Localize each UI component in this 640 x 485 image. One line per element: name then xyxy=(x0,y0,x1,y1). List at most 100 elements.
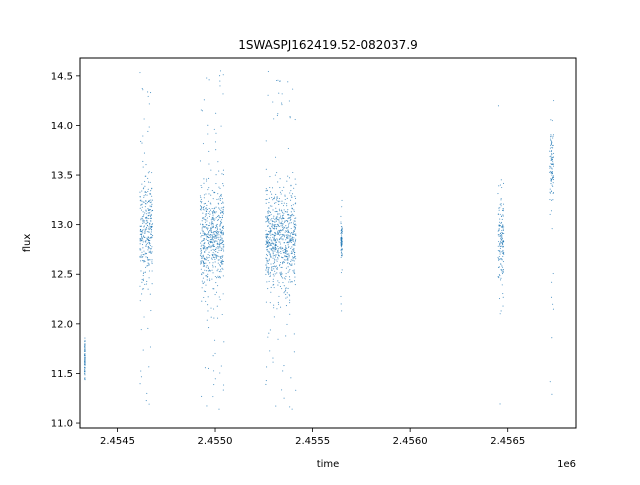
data-point xyxy=(150,201,152,203)
data-point xyxy=(340,222,342,225)
data-point xyxy=(265,240,267,242)
data-point xyxy=(294,197,297,200)
data-point xyxy=(271,233,273,235)
data-point xyxy=(498,228,500,230)
data-point xyxy=(273,225,276,227)
data-point xyxy=(212,248,214,250)
data-point xyxy=(210,316,212,318)
data-point xyxy=(270,229,272,231)
data-point xyxy=(341,232,343,234)
data-point xyxy=(141,293,143,295)
data-point xyxy=(148,126,150,128)
data-point xyxy=(500,205,502,207)
data-point xyxy=(205,193,207,195)
data-point xyxy=(290,195,292,197)
data-point xyxy=(502,224,504,226)
data-point xyxy=(219,236,221,238)
data-point xyxy=(502,292,504,295)
data-point xyxy=(269,232,271,234)
data-point xyxy=(143,226,145,228)
data-point xyxy=(282,239,284,241)
data-point xyxy=(272,273,274,275)
data-point xyxy=(340,252,342,254)
data-point xyxy=(148,277,150,279)
data-point xyxy=(551,184,553,186)
data-point xyxy=(272,250,274,252)
data-point xyxy=(201,240,203,242)
data-point xyxy=(269,211,272,213)
data-point xyxy=(205,238,207,240)
data-point xyxy=(145,210,147,212)
data-point xyxy=(269,176,271,178)
data-point xyxy=(279,200,281,202)
data-point xyxy=(287,214,289,216)
data-point xyxy=(271,196,273,199)
data-point xyxy=(291,246,293,248)
data-point xyxy=(288,223,290,225)
data-point xyxy=(499,250,501,252)
data-point xyxy=(216,305,218,307)
data-point xyxy=(210,203,212,205)
data-point xyxy=(275,220,277,222)
data-point xyxy=(551,154,553,156)
data-point xyxy=(340,221,342,223)
data-point xyxy=(266,253,268,255)
data-point xyxy=(549,198,551,201)
data-point xyxy=(151,195,153,197)
data-point xyxy=(142,220,144,222)
data-point xyxy=(499,245,501,247)
data-point xyxy=(214,293,216,296)
data-point xyxy=(292,171,294,174)
data-point xyxy=(279,210,281,212)
data-point xyxy=(270,242,272,244)
data-point xyxy=(499,253,501,255)
data-point xyxy=(290,241,292,243)
data-point xyxy=(279,178,281,180)
data-point xyxy=(214,211,216,213)
data-point xyxy=(210,228,212,230)
data-point xyxy=(150,213,152,215)
data-point xyxy=(269,302,271,304)
data-point xyxy=(212,245,215,247)
data-point xyxy=(267,272,269,274)
data-point xyxy=(142,211,144,213)
data-point xyxy=(220,220,222,222)
data-point xyxy=(203,182,205,184)
data-point xyxy=(144,230,146,232)
data-point xyxy=(280,233,282,236)
data-point xyxy=(285,273,287,275)
data-point xyxy=(204,367,206,369)
data-point xyxy=(274,202,276,204)
data-point xyxy=(219,195,222,197)
data-point xyxy=(500,203,502,205)
data-point xyxy=(341,238,343,240)
data-point xyxy=(272,281,274,283)
data-point xyxy=(222,248,224,250)
data-point xyxy=(551,167,553,169)
data-point xyxy=(212,266,214,268)
data-point xyxy=(203,265,205,267)
data-point xyxy=(219,247,221,249)
data-point xyxy=(148,403,150,405)
data-point xyxy=(221,267,223,269)
data-point xyxy=(144,185,146,187)
data-point xyxy=(218,296,220,298)
data-point xyxy=(277,246,279,248)
data-point xyxy=(289,214,292,217)
data-point xyxy=(209,202,211,204)
data-point xyxy=(280,209,283,211)
data-point xyxy=(207,254,209,256)
data-point xyxy=(146,224,149,226)
data-point xyxy=(213,212,215,214)
data-point xyxy=(501,231,503,233)
data-point xyxy=(285,230,287,232)
data-point xyxy=(271,250,273,252)
data-point xyxy=(288,232,290,234)
data-point xyxy=(552,137,554,139)
data-point xyxy=(141,240,143,242)
data-point xyxy=(144,260,146,262)
data-point xyxy=(221,242,223,244)
data-point xyxy=(294,243,296,245)
data-point xyxy=(276,308,278,310)
data-point xyxy=(289,239,291,241)
